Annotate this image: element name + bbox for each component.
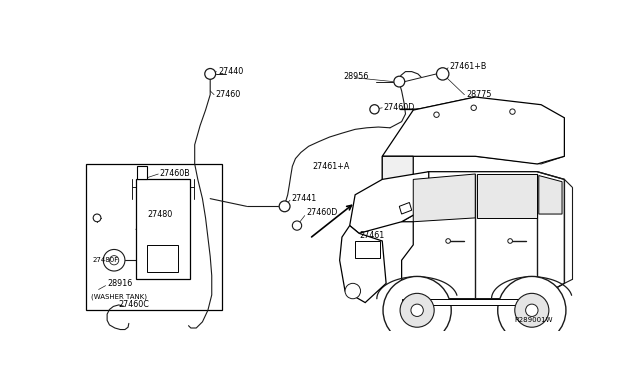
Text: (WASHER TANK): (WASHER TANK) [91, 294, 147, 301]
Circle shape [383, 276, 451, 344]
Circle shape [471, 105, 476, 110]
Circle shape [436, 68, 449, 80]
Text: 28956: 28956 [344, 73, 369, 81]
Circle shape [509, 109, 515, 114]
Text: 27440: 27440 [218, 67, 243, 76]
Circle shape [205, 68, 216, 79]
Polygon shape [477, 174, 537, 218]
Circle shape [434, 112, 439, 118]
Bar [136, 179, 190, 279]
Circle shape [498, 276, 566, 344]
Circle shape [508, 239, 513, 243]
Text: 27480F: 27480F [92, 257, 118, 263]
Circle shape [515, 294, 549, 327]
Bar [86, 164, 222, 310]
Circle shape [103, 250, 125, 271]
Circle shape [400, 294, 434, 327]
Circle shape [93, 214, 101, 222]
Polygon shape [349, 172, 429, 233]
Bar [403, 299, 534, 305]
Polygon shape [539, 176, 562, 214]
Polygon shape [382, 97, 564, 164]
Circle shape [109, 256, 119, 265]
Text: 28916: 28916 [107, 279, 132, 288]
Polygon shape [399, 202, 412, 214]
Polygon shape [382, 156, 413, 195]
Circle shape [370, 105, 379, 114]
Polygon shape [340, 225, 386, 302]
Polygon shape [413, 174, 476, 222]
Text: 27441: 27441 [292, 194, 317, 203]
Circle shape [446, 239, 451, 243]
Text: 27461+B: 27461+B [450, 62, 487, 71]
Bar [147, 245, 179, 272]
Bar [138, 166, 147, 179]
Circle shape [411, 304, 423, 317]
Text: 27460C: 27460C [119, 301, 150, 310]
Text: 27460D: 27460D [307, 208, 338, 217]
Text: 28775: 28775 [466, 90, 492, 99]
Text: 27460D: 27460D [384, 103, 415, 112]
Text: 27461: 27461 [359, 231, 384, 240]
Circle shape [279, 201, 290, 212]
Bar [355, 241, 380, 258]
Text: R289001W: R289001W [514, 317, 552, 323]
Circle shape [345, 283, 360, 299]
Text: 27480: 27480 [147, 209, 173, 218]
Circle shape [525, 304, 538, 317]
Text: 27460B: 27460B [160, 170, 191, 179]
Circle shape [292, 221, 301, 230]
Polygon shape [382, 172, 564, 299]
Circle shape [394, 76, 404, 87]
Text: 27460: 27460 [216, 90, 241, 99]
Text: 27461+A: 27461+A [312, 162, 350, 171]
